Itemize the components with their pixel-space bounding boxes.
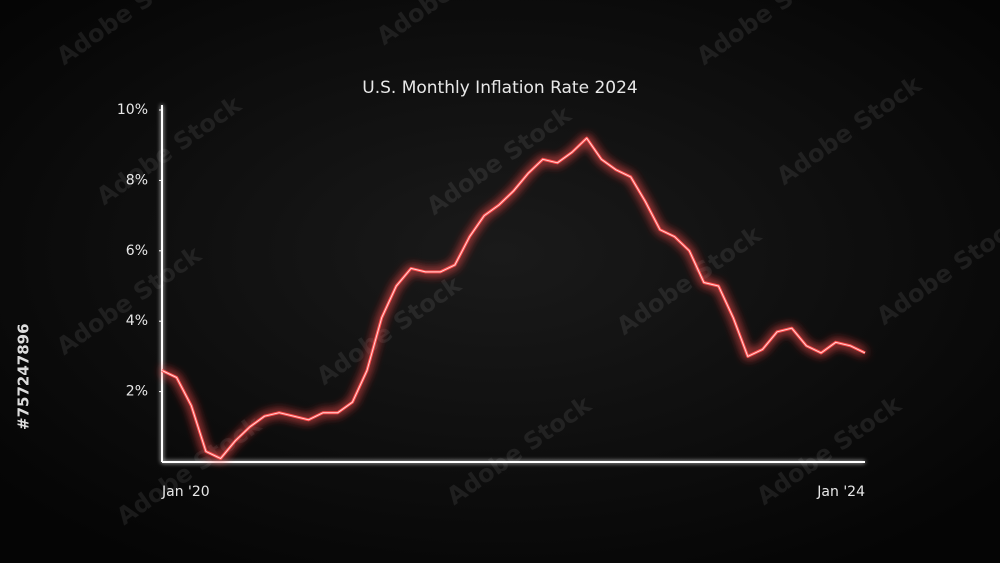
y-tick-label: 8% [126,172,148,188]
y-tick-label: 10% [117,102,148,118]
chart-title: U.S. Monthly Inflation Rate 2024 [362,78,637,98]
x-tick-label: Jan '24 [816,484,865,500]
y-tick-label: 2% [126,384,148,400]
line-core [161,137,866,459]
x-tick-label: Jan '20 [161,484,210,500]
y-tick-label: 4% [126,313,148,329]
y-tick-label: 6% [126,243,148,259]
stock-id: #757247896 [15,323,33,430]
